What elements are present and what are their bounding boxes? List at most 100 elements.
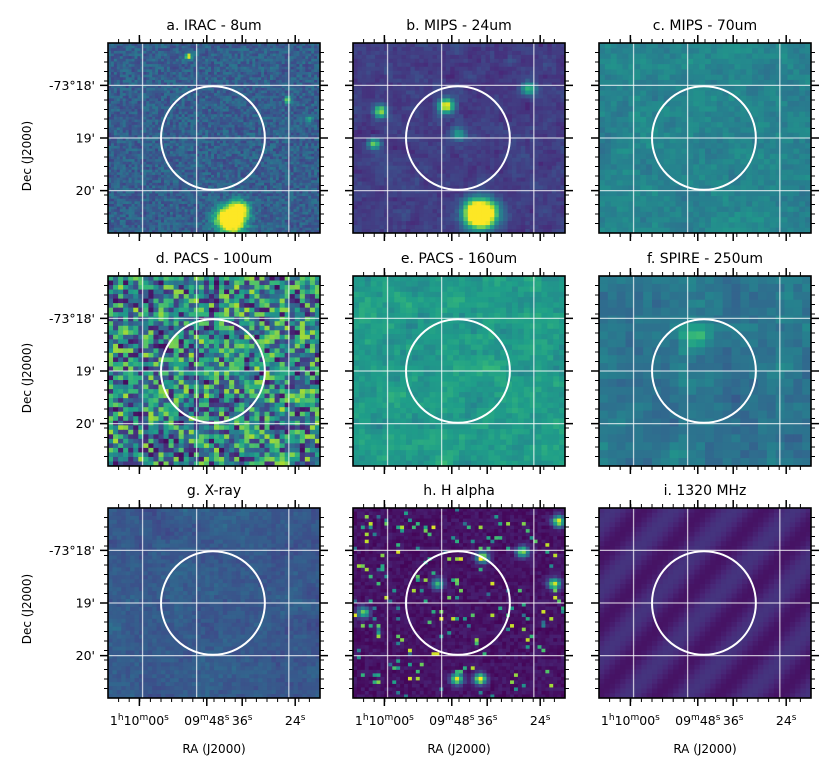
pixel — [234, 132, 239, 136]
pixel — [137, 169, 141, 173]
pixel — [216, 77, 221, 81]
pixel — [261, 161, 265, 165]
pixel — [193, 211, 197, 216]
pixel — [314, 135, 318, 139]
pixel — [317, 58, 321, 62]
pixel — [166, 61, 171, 65]
pixel — [317, 201, 321, 205]
pixel — [205, 43, 209, 47]
pixel — [296, 66, 300, 70]
pixel — [308, 180, 312, 184]
pixel — [161, 153, 165, 157]
pixel — [172, 90, 177, 94]
pixel — [199, 87, 203, 91]
pixel — [116, 140, 121, 144]
pixel — [296, 159, 300, 163]
pixel — [116, 106, 121, 110]
pixel — [113, 114, 118, 118]
pixel — [178, 167, 183, 171]
pixel — [181, 119, 186, 123]
pixel — [175, 140, 180, 144]
pixel — [125, 77, 130, 81]
pixel — [152, 48, 156, 52]
pixel — [293, 66, 297, 70]
pixel — [267, 156, 271, 160]
pixel — [146, 101, 150, 105]
pixel — [296, 79, 300, 84]
pixel — [202, 161, 206, 165]
pixel — [258, 153, 262, 157]
pixel — [143, 53, 147, 57]
pixel — [252, 145, 256, 150]
pixel — [255, 174, 259, 179]
pixel — [234, 116, 239, 121]
pixel — [108, 143, 112, 147]
pixel — [116, 151, 121, 155]
pixel — [125, 79, 130, 84]
pixel — [267, 153, 271, 157]
pixel — [216, 116, 221, 121]
pixel — [308, 203, 312, 208]
pixel — [181, 48, 186, 52]
pixel — [116, 145, 121, 150]
pixel — [281, 53, 286, 57]
pixel — [222, 53, 227, 57]
pixel — [299, 156, 303, 160]
pixel — [172, 111, 177, 115]
pixel — [131, 159, 135, 163]
pixel — [296, 53, 300, 57]
pixel — [219, 148, 224, 152]
pixel — [116, 156, 121, 160]
pixel — [290, 53, 294, 57]
pixel — [261, 72, 265, 76]
pixel — [205, 119, 209, 123]
pixel — [190, 140, 194, 144]
pixel — [222, 159, 227, 163]
pixel — [249, 132, 253, 136]
pixel — [119, 174, 124, 179]
pixel — [234, 79, 239, 84]
pixel — [237, 108, 241, 113]
pixel — [299, 193, 303, 197]
pixel — [158, 135, 162, 139]
pixel — [199, 58, 203, 62]
pixel — [305, 69, 309, 73]
pixel — [267, 172, 271, 176]
pixel — [143, 93, 147, 97]
pixel — [193, 122, 197, 126]
pixel — [193, 72, 197, 76]
pixel — [166, 66, 171, 70]
pixel — [240, 130, 244, 134]
pixel — [155, 111, 159, 115]
pixel — [134, 69, 138, 73]
pixel — [193, 169, 197, 173]
pixel — [317, 56, 321, 60]
pixel — [149, 85, 153, 89]
pixel — [208, 69, 212, 73]
pixel — [163, 90, 168, 94]
pixel — [143, 111, 147, 115]
pixel — [119, 188, 124, 192]
pixel — [249, 124, 253, 128]
pixel — [267, 159, 271, 163]
pixel — [255, 193, 259, 197]
pixel — [137, 58, 141, 62]
pixel — [184, 101, 188, 105]
pixel — [299, 198, 303, 202]
pixel — [305, 177, 309, 181]
pixel — [155, 156, 159, 160]
pixel — [269, 48, 274, 52]
pixel — [166, 143, 171, 147]
pixel — [290, 90, 294, 94]
pixel — [240, 167, 244, 171]
pixel — [199, 140, 203, 144]
pixel — [216, 93, 221, 97]
pixel — [184, 106, 188, 110]
pixel — [243, 45, 247, 49]
pixel — [108, 196, 112, 200]
pixel — [231, 156, 236, 160]
pixel — [246, 201, 250, 205]
pixel — [128, 66, 133, 70]
pixel — [278, 145, 283, 150]
